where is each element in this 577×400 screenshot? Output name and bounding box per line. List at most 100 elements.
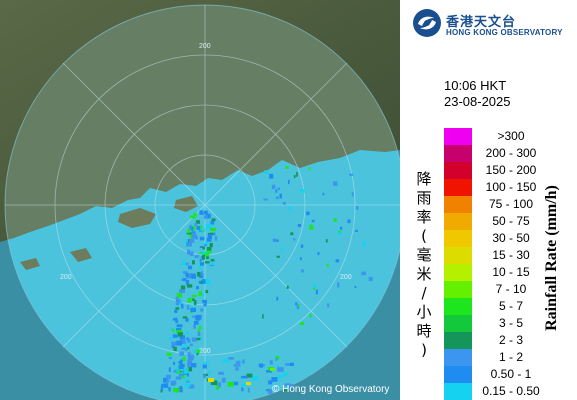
rain-echo-cell bbox=[259, 363, 264, 368]
legend-row: 5 - 7 bbox=[444, 298, 554, 315]
rain-echo-cell bbox=[300, 322, 304, 325]
rain-echo-cell bbox=[180, 285, 186, 290]
rain-echo-cell bbox=[279, 193, 282, 199]
legend-swatch bbox=[444, 315, 472, 332]
rain-echo-cell bbox=[197, 271, 201, 277]
rain-echo-cell bbox=[200, 271, 203, 276]
rain-echo-cell bbox=[180, 339, 186, 344]
rain-echo-cell bbox=[317, 252, 320, 256]
rain-echo-cell bbox=[185, 318, 189, 322]
rain-echoes bbox=[160, 166, 373, 394]
range-label-south: 200 bbox=[199, 348, 211, 355]
rain-echo-cell bbox=[191, 233, 197, 239]
rain-echo-cell bbox=[296, 171, 298, 177]
rain-echo-cell bbox=[289, 384, 294, 388]
rain-echo-cell bbox=[306, 211, 310, 216]
rain-echo-cell bbox=[274, 376, 281, 379]
rain-echo-cell bbox=[183, 343, 188, 348]
rain-echo-cell bbox=[277, 187, 281, 191]
rain-echo-cell bbox=[203, 244, 207, 247]
rain-echo-cell bbox=[172, 328, 175, 333]
rain-echo-cell bbox=[205, 213, 211, 219]
rain-echo-cell bbox=[173, 369, 177, 373]
rain-echo-cell bbox=[187, 297, 192, 303]
rain-echo-cell bbox=[322, 192, 325, 196]
rain-echo-cell bbox=[191, 294, 197, 298]
rain-echo-cell bbox=[283, 201, 286, 205]
rain-echo-cell bbox=[196, 337, 201, 341]
legend-label: 100 - 150 bbox=[485, 180, 537, 194]
rain-echo-cell bbox=[187, 228, 191, 234]
rain-echo-cell bbox=[163, 377, 169, 383]
rain-echo-cell bbox=[208, 371, 211, 374]
rain-echo-cell bbox=[269, 360, 273, 365]
rain-echo-cell bbox=[190, 307, 197, 313]
rain-echo-cell bbox=[184, 378, 189, 382]
rain-echo-cell bbox=[192, 231, 196, 234]
rain-echo-cell bbox=[285, 166, 289, 169]
logo-name-en: HONG KONG OBSERVATORY bbox=[446, 28, 563, 37]
rain-echo-cell bbox=[271, 184, 276, 190]
rain-echo-cell bbox=[176, 367, 179, 372]
rain-echo-cell bbox=[168, 387, 171, 392]
rain-echo-cell bbox=[311, 219, 315, 223]
legend-row: 3 - 5 bbox=[444, 315, 554, 332]
rain-echo-cell bbox=[198, 325, 202, 330]
range-label-west: 200 bbox=[60, 274, 72, 281]
rain-echo-cell bbox=[206, 237, 212, 242]
range-label-east: 200 bbox=[340, 274, 352, 281]
legend-swatch bbox=[444, 213, 472, 230]
rain-echo-cell bbox=[180, 364, 185, 367]
rain-echo-cell bbox=[355, 206, 359, 210]
rain-echo-cell bbox=[208, 232, 214, 235]
rain-echo-cell bbox=[183, 369, 189, 374]
rain-echo-cell bbox=[271, 377, 278, 382]
rain-echo-cell bbox=[235, 367, 239, 371]
rain-echo-cell bbox=[193, 320, 199, 325]
rain-echo-cell bbox=[210, 380, 218, 386]
rain-echo-cell bbox=[174, 309, 178, 313]
rain-echo-cell bbox=[186, 373, 190, 377]
rain-echo-cell bbox=[196, 351, 199, 356]
rain-echo-cell bbox=[197, 329, 201, 333]
island-small-2 bbox=[70, 248, 92, 262]
rain-echo-cell bbox=[232, 381, 239, 386]
rain-echo-cell bbox=[187, 360, 193, 365]
rain-echo-cell bbox=[205, 255, 209, 260]
island-lantau bbox=[118, 208, 156, 228]
rain-echo-cell bbox=[218, 371, 225, 375]
rain-echo-cell bbox=[204, 210, 208, 215]
rain-echo-cell bbox=[186, 331, 189, 335]
rain-echo-cell bbox=[180, 370, 183, 374]
rain-echo-cell bbox=[166, 374, 171, 379]
legend-row: 0.50 - 1 bbox=[444, 366, 554, 383]
rain-echo-cell bbox=[191, 337, 197, 342]
legend-swatch bbox=[444, 349, 472, 366]
rain-echo-cell bbox=[301, 269, 304, 273]
rain-echo-cell bbox=[247, 387, 250, 393]
rain-echo-cell bbox=[354, 286, 357, 289]
legend-label: 150 - 200 bbox=[485, 163, 537, 177]
rain-echo-cell bbox=[178, 374, 185, 379]
rain-echo-cell bbox=[180, 388, 183, 393]
rain-echo-cell bbox=[160, 386, 164, 391]
rain-echo-cell bbox=[227, 381, 234, 387]
rain-echo-cell bbox=[290, 232, 294, 236]
rain-echo-cell bbox=[196, 285, 200, 290]
rain-echo-cell bbox=[171, 380, 177, 385]
rain-echo-cell bbox=[186, 242, 192, 246]
legend-row: >300 bbox=[444, 128, 554, 145]
rain-echo-cell bbox=[309, 224, 314, 230]
rain-echo-cell bbox=[333, 218, 337, 222]
rain-echo-cell bbox=[270, 368, 275, 371]
rain-echo-cell bbox=[246, 373, 253, 378]
rain-echo-cell bbox=[193, 212, 197, 217]
rain-echo-cell bbox=[171, 341, 177, 346]
rain-echo-cell bbox=[214, 236, 218, 241]
rain-echo-cell bbox=[205, 224, 212, 229]
rain-echo-cell bbox=[180, 359, 183, 365]
island-small-3 bbox=[20, 258, 40, 270]
rain-echo-cell bbox=[164, 383, 169, 388]
rain-echo-cell bbox=[233, 364, 241, 367]
legend-label: 75 - 100 bbox=[488, 197, 534, 211]
